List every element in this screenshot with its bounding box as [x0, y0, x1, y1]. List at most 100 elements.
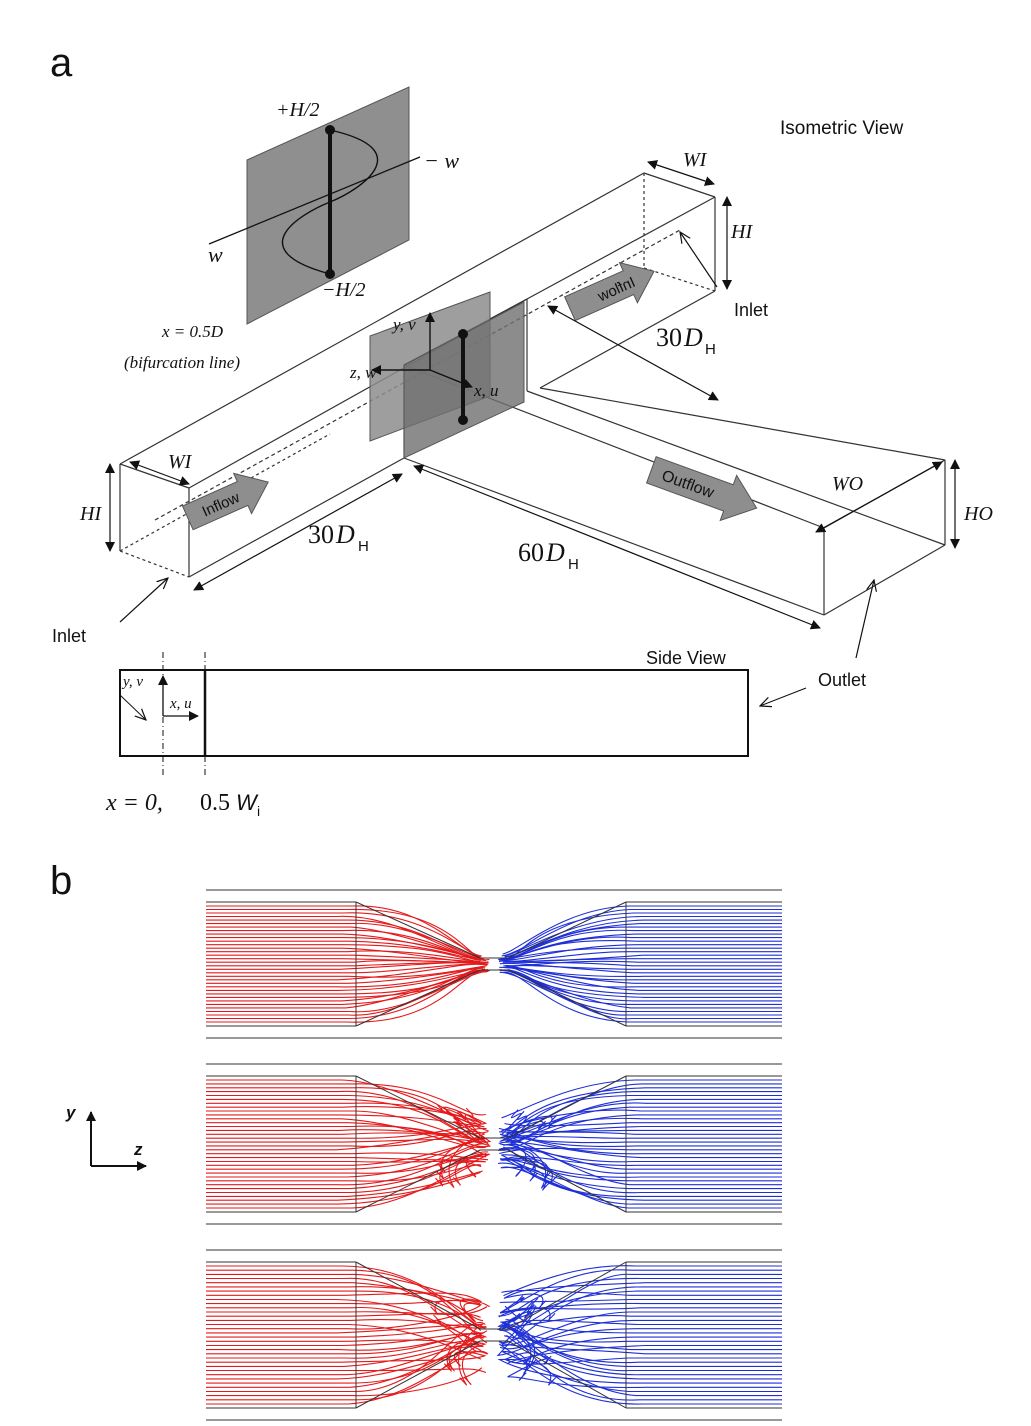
blue-streamline [499, 1319, 782, 1350]
red-streamline [206, 1137, 488, 1166]
blue-streamline [501, 944, 782, 961]
blue-streamline [505, 965, 782, 988]
red-streamline [206, 1333, 482, 1355]
inset-right-label: − w [424, 148, 459, 173]
blue-streamline [506, 1344, 782, 1365]
inset-bottom-dot [325, 269, 335, 279]
red-streamline [206, 969, 481, 1020]
panel-b-letter: b [50, 859, 72, 903]
dimension-arrows [105, 160, 960, 659]
inset-axis [208, 156, 421, 245]
wi-right-label: WI [683, 149, 708, 171]
red-streamline [206, 1368, 487, 1374]
red-streamline [206, 912, 482, 957]
inset-bottom-label: −H/2 [322, 279, 366, 301]
streamline-panel-2 [206, 1079, 782, 1209]
blue-streamline [503, 965, 782, 978]
blue-streamline [506, 1087, 782, 1132]
panel-a: a Isometric View +H/2 −H/2 w − w x = 0.5… [50, 41, 993, 819]
blue-streamline [498, 1162, 782, 1209]
red-streamline [206, 1312, 481, 1318]
red-streamline [206, 1342, 487, 1385]
axis-z-label: z, w [349, 363, 377, 382]
outlet-label: Outlet [818, 670, 866, 690]
blue-streamline [499, 971, 782, 1013]
blue-streamline [502, 961, 782, 967]
side-pos-label-2-sym: W [236, 790, 259, 815]
inset-caption-note: (bifurcation line) [124, 353, 240, 372]
streamline-panel-3 [206, 1265, 782, 1405]
red-streamline [206, 1106, 482, 1124]
red-streamline [206, 1339, 482, 1352]
blue-streamline [497, 1358, 782, 1386]
red-streamline [206, 1321, 486, 1393]
red-streamline [206, 1351, 487, 1367]
streamline-panel-outline-3 [206, 1249, 782, 1421]
b-axes-indicator: y z [65, 1103, 147, 1171]
inset-caption-eq: x = 0.5D [161, 322, 224, 341]
streamline-panel-outline-2 [206, 1063, 782, 1225]
inset-top-dot [325, 125, 335, 135]
red-streamline [206, 1129, 489, 1135]
blue-streamline [500, 1166, 782, 1205]
length-outlet-label: 60 D H [518, 538, 579, 573]
side-pos-label-2-sub: i [257, 803, 260, 819]
red-streamline [206, 1151, 489, 1174]
svg-text:D: D [683, 323, 703, 352]
red-streamline [206, 908, 481, 958]
blue-streamline [503, 971, 782, 1023]
inflow-arrow-left: Inflow [181, 472, 269, 531]
blue-streamline [499, 1119, 782, 1143]
side-view: Side View y, v x, u x = 0, 0.5 W i [105, 648, 807, 819]
blue-streamline [500, 1342, 782, 1355]
blue-streamline [504, 923, 782, 958]
red-streamline [206, 963, 484, 981]
axis-y-label: y, v [391, 315, 416, 334]
red-streamline [206, 1299, 483, 1330]
red-streamline [206, 1125, 485, 1139]
red-streamline [206, 940, 490, 961]
red-streamline [206, 1334, 488, 1384]
blue-streamline [503, 1321, 782, 1380]
blue-streamline [499, 970, 782, 1002]
red-streamline [206, 1292, 482, 1317]
red-streamline [206, 1155, 487, 1194]
blue-streamline [499, 1343, 782, 1405]
inset-left-label: w [208, 242, 223, 267]
blue-streamline [501, 1109, 782, 1132]
streamline-panel-outline-1 [206, 889, 782, 1039]
wo-label: WO [832, 473, 863, 495]
blue-streamline [499, 962, 782, 974]
blue-streamline [502, 905, 782, 955]
blue-streamline [503, 1265, 782, 1297]
b-axis-y-label: y [65, 1103, 77, 1122]
svg-text:60: 60 [518, 538, 544, 567]
inlet-left-label: Inlet [52, 626, 86, 646]
blue-streamline [501, 1154, 782, 1190]
red-streamline [206, 1343, 484, 1372]
svg-text:H: H [568, 556, 579, 573]
blue-streamline [499, 1298, 782, 1304]
svg-text:30: 30 [308, 520, 334, 549]
blue-streamline [507, 1131, 782, 1147]
blue-streamline [499, 1147, 782, 1155]
blue-streamline [503, 1325, 782, 1397]
blue-streamline [498, 1307, 782, 1318]
ho-label: HO [963, 503, 993, 525]
red-streamline [206, 1083, 486, 1116]
axis-x-label: x, u [473, 381, 499, 400]
red-streamline [206, 970, 489, 1013]
red-streamline [206, 1102, 482, 1124]
svg-text:30: 30 [656, 323, 682, 352]
blue-streamline [507, 1355, 782, 1389]
isometric-view-title: Isometric View [780, 118, 903, 139]
red-streamline [206, 1143, 485, 1178]
blue-streamline [501, 908, 782, 957]
blue-streamline [505, 1139, 782, 1189]
panel-b: b y z [50, 859, 782, 1421]
velocity-profile-inset: +H/2 −H/2 w − w x = 0.5D (bifurcation li… [124, 86, 459, 372]
svg-text:D: D [335, 520, 355, 549]
streamline-panels [206, 889, 782, 1421]
red-streamline [206, 1273, 481, 1305]
